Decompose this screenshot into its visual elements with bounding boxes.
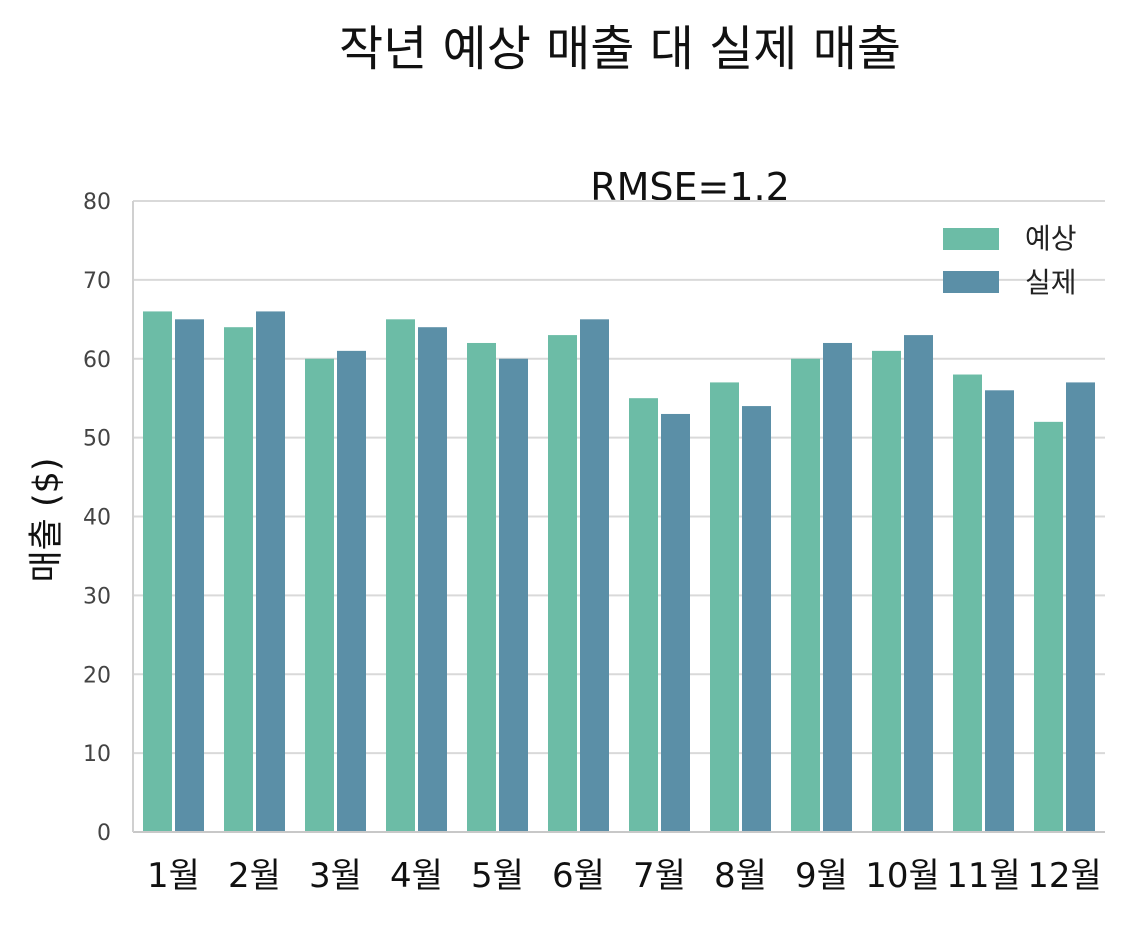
x-tick-label: 1월 — [147, 856, 200, 896]
y-tick-label: 60 — [83, 348, 111, 373]
x-axis-ticks: 1월 2월 3월 4월 5월 6월 7월 8월 9월 10월 11월 12월 — [147, 856, 1102, 896]
x-tick-label: 5월 — [471, 856, 524, 896]
bar-actual — [175, 319, 204, 832]
bar-forecast — [548, 335, 577, 832]
x-tick-label: 7월 — [633, 856, 686, 896]
bar-forecast — [224, 327, 253, 832]
bar-forecast — [386, 319, 415, 832]
chart-title: 작년 예상 매출 대 실제 매출 — [339, 21, 901, 77]
legend-label-actual: 실제 — [1025, 266, 1077, 299]
y-tick-label: 70 — [83, 269, 111, 294]
x-tick-label: 4월 — [390, 856, 443, 896]
y-tick-label: 20 — [83, 663, 111, 688]
bar-actual — [499, 358, 528, 832]
bar-actual — [256, 311, 285, 832]
bar-actual — [1066, 382, 1095, 832]
x-tick-label: 3월 — [309, 856, 362, 896]
legend-swatch-actual — [943, 271, 999, 293]
bar-forecast — [710, 382, 739, 832]
y-tick-label: 0 — [97, 821, 111, 846]
bar-actual — [580, 319, 609, 832]
bar-actual — [418, 327, 447, 832]
bar-actual — [985, 390, 1014, 832]
bar-forecast — [1034, 421, 1063, 832]
y-tick-label: 30 — [83, 584, 111, 609]
x-tick-label: 9월 — [795, 856, 848, 896]
y-tick-label: 10 — [83, 742, 111, 767]
bar-actual — [742, 406, 771, 832]
bar-forecast — [872, 350, 901, 832]
x-tick-label: 11월 — [946, 856, 1021, 896]
y-axis-ticks: 0 10 20 30 40 50 60 70 80 — [83, 190, 111, 846]
legend: 예상 실제 — [943, 222, 1077, 299]
y-tick-label: 80 — [83, 190, 111, 215]
bar-forecast — [467, 342, 496, 832]
bar-actual — [823, 342, 852, 832]
bars — [143, 311, 1095, 832]
chart-subtitle: RMSE=1.2 — [590, 165, 790, 209]
x-tick-label: 2월 — [228, 856, 281, 896]
x-tick-label: 10월 — [865, 856, 940, 896]
bar-forecast — [143, 311, 172, 832]
bar-forecast — [629, 398, 658, 832]
bar-forecast — [791, 358, 820, 832]
bar-actual — [661, 413, 690, 832]
legend-swatch-forecast — [943, 228, 999, 250]
bar-forecast — [953, 374, 982, 832]
y-axis-label: 매출 ($) — [27, 457, 67, 582]
bar-forecast — [305, 358, 334, 832]
bar-actual — [337, 350, 366, 832]
y-tick-label: 50 — [83, 427, 111, 452]
legend-label-forecast: 예상 — [1025, 222, 1077, 255]
bar-actual — [904, 335, 933, 832]
x-tick-label: 8월 — [714, 856, 767, 896]
x-tick-label: 6월 — [552, 856, 605, 896]
x-tick-label: 12월 — [1027, 856, 1102, 896]
y-tick-label: 40 — [83, 506, 111, 531]
